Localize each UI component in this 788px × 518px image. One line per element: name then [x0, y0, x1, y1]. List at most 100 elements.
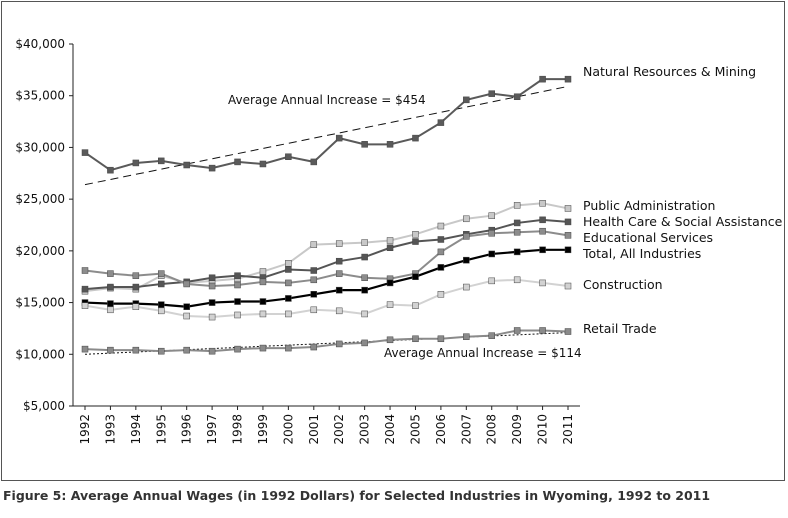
figure-caption-label: Figure 5:: [3, 488, 67, 503]
series-labels: Natural Resources & Mining Public Adminis…: [582, 64, 783, 336]
x-tick-label: 2006: [434, 414, 448, 445]
data-point: [81, 345, 89, 353]
data-point: [234, 345, 241, 353]
data-point: [234, 311, 241, 319]
data-point: [183, 161, 190, 169]
line-chart: $5,000 $10,000 $15,000 $20,000 $25,000 $30,00…: [15, 37, 783, 445]
data-point: [107, 166, 114, 174]
data-point: [158, 157, 165, 165]
data-point: [234, 272, 241, 279]
data-point: [208, 164, 216, 172]
data-point: [539, 216, 546, 224]
data-point: [412, 273, 419, 280]
series-line: [84, 248, 568, 308]
x-tick-label: 1992: [78, 414, 92, 445]
y-tick-label: $30,000: [15, 140, 65, 154]
data-point: [183, 346, 190, 354]
data-point: [335, 240, 343, 247]
data-point: [564, 205, 572, 212]
data-point: [539, 246, 546, 254]
data-point: [259, 298, 267, 305]
data-point: [488, 90, 495, 97]
data-point: [183, 280, 190, 288]
data-point: [513, 93, 521, 100]
data-point: [463, 283, 470, 291]
data-point: [437, 335, 445, 343]
y-tick-label: $35,000: [15, 89, 65, 103]
data-point: [310, 306, 318, 314]
series-label: Public Administration: [583, 198, 715, 213]
data-point: [564, 232, 572, 239]
data-point: [361, 141, 368, 148]
series-lines: [81, 75, 572, 355]
x-tick-label: 1993: [103, 414, 117, 445]
data-point: [234, 298, 241, 305]
x-tick-label: 2002: [332, 414, 346, 445]
data-point: [386, 244, 394, 252]
data-point: [463, 333, 470, 340]
trend-annotation: Average Annual Increase = $114: [384, 346, 582, 360]
x-tick-label: 2009: [510, 414, 524, 445]
data-point: [463, 233, 470, 240]
x-tick-label: 1999: [256, 414, 270, 445]
trend-line: [84, 85, 569, 186]
data-point: [208, 282, 216, 290]
data-point: [81, 267, 89, 274]
data-point: [564, 328, 572, 335]
data-point: [539, 200, 546, 207]
data-point: [183, 312, 190, 320]
series-natural-resources-mining: [81, 75, 572, 174]
data-point: [437, 291, 445, 298]
data-point: [310, 241, 318, 248]
y-tick-label: $25,000: [15, 192, 65, 206]
data-point: [335, 286, 343, 294]
data-point: [158, 307, 165, 315]
data-point: [208, 313, 216, 321]
data-point: [513, 276, 521, 284]
data-point: [412, 134, 419, 142]
data-point: [564, 246, 572, 254]
data-point: [488, 212, 495, 219]
data-point: [463, 96, 470, 104]
data-point: [81, 302, 89, 309]
data-point: [285, 266, 292, 273]
x-tick-label: 1997: [205, 414, 219, 445]
data-point: [361, 253, 368, 261]
data-point: [335, 257, 343, 265]
data-point: [513, 248, 521, 256]
data-point: [463, 215, 470, 223]
data-point: [285, 310, 292, 318]
data-point: [259, 278, 267, 286]
data-point: [412, 231, 419, 238]
data-point: [386, 336, 394, 344]
x-tick-label: 1998: [231, 414, 245, 445]
data-point: [539, 327, 546, 334]
data-point: [361, 339, 368, 347]
data-point: [513, 202, 521, 209]
data-point: [513, 228, 521, 236]
data-point: [107, 270, 114, 277]
x-tick-label: 2003: [358, 414, 372, 445]
data-point: [132, 272, 140, 279]
data-point: [285, 344, 292, 352]
series-educational-services: [81, 227, 572, 290]
trend-annotation: Average Annual Increase = $454: [228, 93, 426, 107]
data-point: [335, 307, 343, 315]
x-tick-label: 2005: [408, 414, 422, 445]
data-point: [564, 282, 572, 290]
data-point: [158, 347, 165, 355]
data-point: [361, 274, 368, 281]
data-point: [158, 280, 165, 288]
data-point: [285, 153, 292, 160]
data-point: [386, 237, 394, 244]
series-label: Educational Services: [583, 230, 713, 245]
data-point: [386, 301, 394, 308]
data-point: [81, 149, 89, 156]
data-point: [335, 340, 343, 348]
y-tick-label: $40,000: [15, 37, 65, 51]
data-point: [234, 281, 241, 289]
data-point: [132, 346, 140, 354]
data-point: [310, 343, 318, 351]
chart-frame: [1, 1, 785, 481]
series-label: Total, All Industries: [582, 246, 701, 261]
